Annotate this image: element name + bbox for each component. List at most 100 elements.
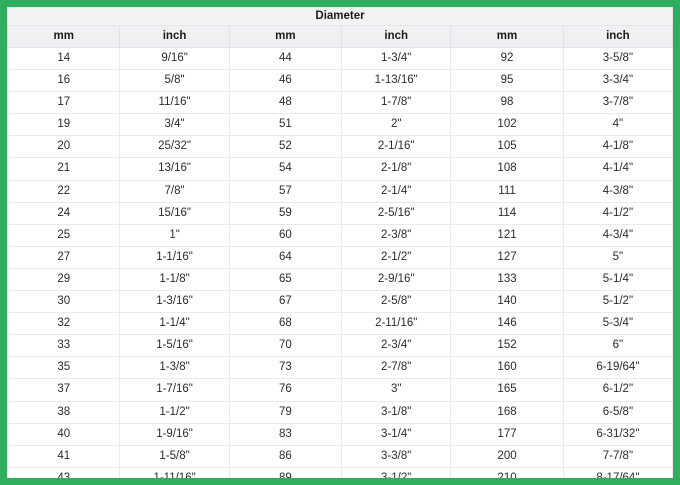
cell-inch: 2-1/4" [341, 179, 452, 203]
cell-inch: 3" [341, 378, 452, 402]
cell-mm: 19 [7, 113, 121, 137]
cell-mm: 48 [228, 91, 343, 115]
cell-inch: 6-31/32" [562, 422, 673, 446]
cell-inch: 5/8" [119, 69, 230, 93]
table-row: 33 1-5/16" 70 2-3/4" 152 6" [7, 334, 673, 358]
column-header-0: mm [7, 25, 121, 48]
cell-mm: 51 [228, 113, 343, 137]
cell-inch: 2-1/8" [341, 157, 452, 181]
cell-mm: 25 [7, 223, 121, 247]
cell-inch: 5" [562, 245, 673, 269]
cell-inch: 1-3/8" [119, 356, 230, 380]
cell-inch: 1-11/16" [119, 466, 230, 478]
cell-inch: 2-5/16" [341, 201, 452, 225]
cell-mm: 105 [450, 135, 564, 159]
cell-mm: 59 [228, 201, 343, 225]
cell-mm: 160 [450, 356, 564, 380]
table-row: 37 1-7/16" 76 3" 165 6-1/2" [7, 378, 673, 402]
cell-mm: 35 [7, 356, 121, 380]
cell-mm: 165 [450, 378, 564, 402]
cell-mm: 146 [450, 312, 564, 336]
column-header-2: mm [228, 25, 343, 48]
cell-mm: 33 [7, 334, 121, 358]
cell-inch: 6-19/64" [562, 356, 673, 380]
table-row: 16 5/8" 46 1-13/16" 95 3-3/4" [7, 69, 673, 93]
cell-mm: 20 [7, 135, 121, 159]
cell-mm: 168 [450, 400, 564, 424]
cell-inch: 1" [119, 223, 230, 247]
cell-inch: 2-5/8" [341, 290, 452, 314]
cell-mm: 133 [450, 267, 564, 292]
table-body: 14 9/16" 44 1-3/4" 92 3-5/8" 16 5/8" 46 1-13/16" 9… [7, 46, 673, 478]
table-row: 19 3/4" 51 2" 102 4" [7, 113, 673, 137]
cell-mm: 14 [7, 46, 121, 71]
cell-inch: 4-1/8" [562, 135, 673, 159]
cell-mm: 64 [228, 245, 343, 269]
cell-mm: 43 [7, 466, 121, 478]
cell-inch: 1-1/16" [119, 245, 230, 269]
cell-mm: 21 [7, 157, 121, 181]
cell-inch: 5-3/4" [562, 312, 673, 336]
cell-inch: 2-7/8" [341, 356, 452, 380]
cell-mm: 98 [450, 91, 564, 115]
table-row: 21 13/16" 54 2-1/8" 108 4-1/4" [7, 157, 673, 181]
cell-inch: 1-3/16" [119, 290, 230, 314]
cell-inch: 4-1/2" [562, 201, 673, 225]
cell-mm: 16 [7, 69, 121, 93]
column-header-5: inch [562, 25, 673, 48]
cell-mm: 121 [450, 223, 564, 247]
cell-inch: 1-7/8" [341, 91, 452, 115]
cell-mm: 60 [228, 223, 343, 247]
cell-inch: 8-17/64" [562, 466, 673, 478]
cell-inch: 1-13/16" [341, 69, 452, 93]
cell-inch: 1-7/16" [119, 378, 230, 402]
table-row: 20 25/32" 52 2-1/16" 105 4-1/8" [7, 135, 673, 159]
cell-inch: 1-1/8" [119, 267, 230, 292]
cell-inch: 6-1/2" [562, 378, 673, 402]
table-header-row: mm inch mm inch mm inch [7, 25, 673, 48]
table-title-row: Diameter [7, 7, 673, 26]
cell-inch: 4" [562, 113, 673, 137]
cell-inch: 2-3/4" [341, 334, 452, 358]
cell-inch: 11/16" [119, 91, 230, 115]
cell-inch: 5-1/2" [562, 290, 673, 314]
cell-inch: 4-3/4" [562, 223, 673, 247]
table-row: 25 1" 60 2-3/8" 121 4-3/4" [7, 223, 673, 247]
cell-inch: 1-3/4" [341, 46, 452, 71]
cell-mm: 57 [228, 179, 343, 203]
cell-inch: 2-3/8" [341, 223, 452, 247]
cell-mm: 68 [228, 312, 343, 336]
cell-inch: 9/16" [119, 46, 230, 71]
cell-mm: 83 [228, 422, 343, 446]
cell-inch: 7/8" [119, 179, 230, 203]
cell-mm: 37 [7, 378, 121, 402]
cell-inch: 2-11/16" [341, 312, 452, 336]
table-row: 32 1-1/4" 68 2-11/16" 146 5-3/4" [7, 312, 673, 336]
cell-mm: 95 [450, 69, 564, 93]
table-row: 17 11/16" 48 1-7/8" 98 3-7/8" [7, 91, 673, 115]
cell-inch: 6-5/8" [562, 400, 673, 424]
table-row: 30 1-3/16" 67 2-5/8" 140 5-1/2" [7, 290, 673, 314]
cell-mm: 210 [450, 466, 564, 478]
cell-inch: 3-5/8" [562, 46, 673, 71]
cell-mm: 152 [450, 334, 564, 358]
cell-inch: 6" [562, 334, 673, 358]
cell-mm: 73 [228, 356, 343, 380]
cell-inch: 7-7/8" [562, 444, 673, 468]
cell-inch: 1-5/8" [119, 444, 230, 468]
cell-mm: 200 [450, 444, 564, 468]
cell-inch: 1-1/4" [119, 312, 230, 336]
cell-mm: 177 [450, 422, 564, 446]
cell-mm: 86 [228, 444, 343, 468]
cell-inch: 25/32" [119, 135, 230, 159]
cell-mm: 52 [228, 135, 343, 159]
cell-inch: 2-1/2" [341, 245, 452, 269]
table-row: 27 1-1/16" 64 2-1/2" 127 5" [7, 245, 673, 269]
cell-inch: 13/16" [119, 157, 230, 181]
table-row: 43 1-11/16" 89 3-1/2" 210 8-17/64" [7, 466, 673, 478]
cell-inch: 2-9/16" [341, 267, 452, 292]
cell-mm: 70 [228, 334, 343, 358]
cell-mm: 46 [228, 69, 343, 93]
cell-inch: 1-1/2" [119, 400, 230, 424]
